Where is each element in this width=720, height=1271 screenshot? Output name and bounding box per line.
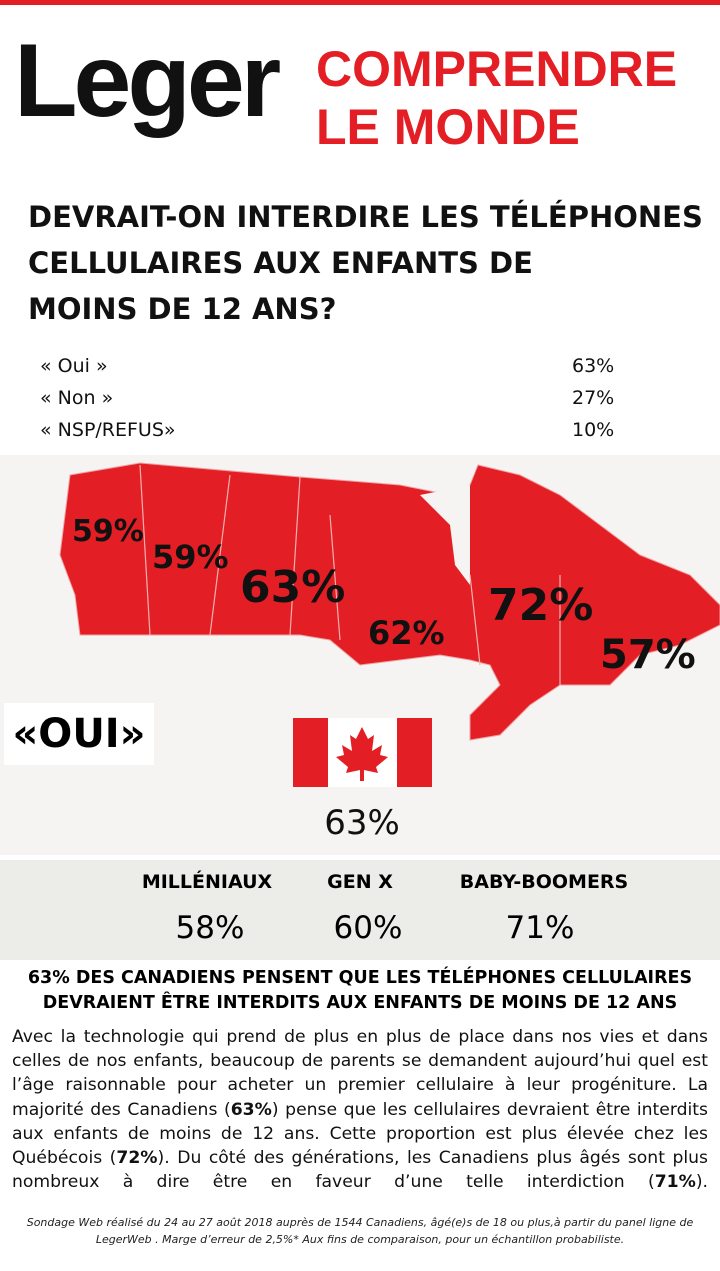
footnote: Sondage Web réalisé du 24 au 27 août 201… [26, 1216, 694, 1246]
result-label: « Oui » [40, 355, 108, 377]
result-label: « NSP/REFUS» [40, 419, 176, 441]
region-value: 72% [488, 580, 594, 631]
generation-value: 71% [505, 910, 575, 946]
result-label: « Non » [40, 387, 114, 409]
generation-value: 58% [175, 910, 245, 946]
question: DEVRAIT-ON INTERDIRE LES TÉLÉPHONES [28, 200, 703, 234]
generation-label: GEN X [327, 871, 393, 893]
question: CELLULAIRES AUX ENFANTS DE [28, 246, 533, 280]
highlight: 63% [230, 1099, 272, 1120]
text: Avec la technologie qui prend de plus en… [12, 1027, 708, 1120]
generation-label: MILLÉNIAUX [141, 871, 273, 893]
highlight: 72% [116, 1148, 158, 1169]
highlight: 71% [654, 1172, 696, 1193]
text: ). [695, 1172, 708, 1193]
generation-label: BABY-BOOMERS [459, 871, 629, 893]
tagline: LE MONDE [316, 99, 580, 155]
maple-leaf [336, 727, 388, 781]
tagline: COMPRENDRE [316, 41, 678, 97]
province-borders [139, 464, 561, 685]
text: ). Du côté des générations, les Canadien… [12, 1148, 708, 1193]
hudson-bay [420, 485, 470, 585]
result-value: 63% [572, 355, 615, 377]
logo: Leger [14, 23, 281, 139]
region-value: 57% [600, 632, 696, 678]
region-value: 59% [152, 538, 229, 576]
body-text: Avec la technologie qui prend de plus en… [12, 1025, 708, 1194]
region-value: 59% [72, 514, 144, 549]
question: MOINS DE 12 ANS? [28, 292, 337, 326]
top-bar [0, 0, 720, 5]
generation-band [0, 860, 720, 960]
answer-label: «OUI» [4, 703, 154, 765]
headline: 63% DES CANADIENS PENSENT QUE LES TÉLÉPH… [27, 968, 693, 988]
region-value: 63% [240, 562, 346, 613]
result-value: 27% [572, 387, 615, 409]
flag-bar [293, 718, 328, 787]
result-value: 10% [572, 419, 615, 441]
headline: DEVRAIENT ÊTRE INTERDITS AUX ENFANTS DE … [42, 993, 678, 1013]
flag-bar [397, 718, 432, 787]
national-value: 63% [324, 803, 400, 843]
region-value: 62% [368, 614, 445, 652]
generation-value: 60% [333, 910, 403, 946]
text: ) pense que les cellulaires devraient êt… [12, 1099, 708, 1169]
map [0, 455, 720, 855]
